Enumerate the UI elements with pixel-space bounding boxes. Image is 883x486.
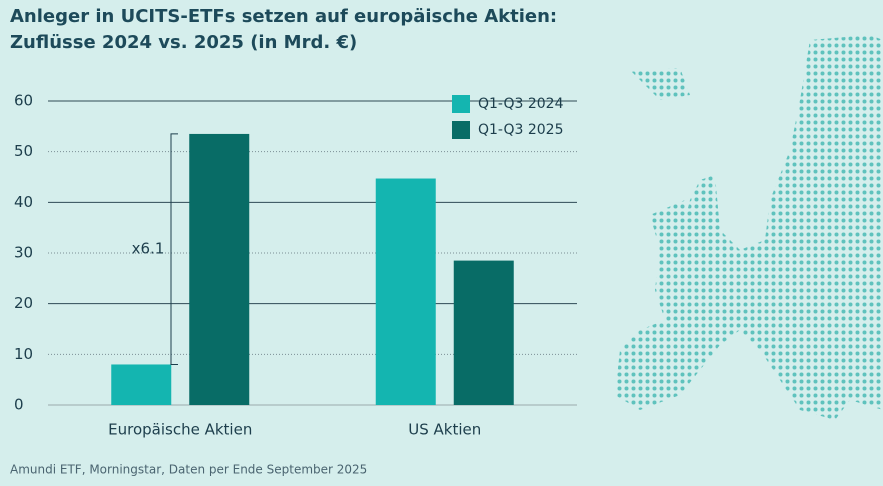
map-decoration (615, 35, 883, 420)
bar (189, 133, 250, 405)
y-tick-label: 50 (14, 142, 33, 160)
y-tick-label: 40 (14, 193, 33, 211)
y-tick-label: 20 (14, 294, 33, 312)
y-tick-label: 30 (14, 244, 33, 262)
y-tick-label: 0 (14, 396, 24, 414)
bar (111, 364, 172, 405)
chart-title: Zuflüsse 2024 vs. 2025 (in Mrd. €) (10, 32, 357, 53)
legend-swatch (452, 121, 470, 139)
source-note: Amundi ETF, Morningstar, Daten per Ende … (10, 463, 367, 477)
bar (375, 178, 436, 405)
legend-swatch (452, 95, 470, 113)
y-tick-label: 10 (14, 345, 33, 363)
annotation-bracket (170, 133, 178, 365)
x-tick-label: US Aktien (408, 421, 481, 439)
chart-title: Anleger in UCITS-ETFs setzen auf europäi… (10, 6, 557, 27)
legend-label: Q1-Q3 2024 (478, 96, 564, 112)
annotation: x6.1 (132, 240, 165, 258)
y-tick-label: 60 (14, 92, 33, 110)
x-tick-label: Europäische Aktien (108, 421, 252, 439)
legend-label: Q1-Q3 2025 (478, 122, 564, 138)
bar (453, 260, 514, 405)
